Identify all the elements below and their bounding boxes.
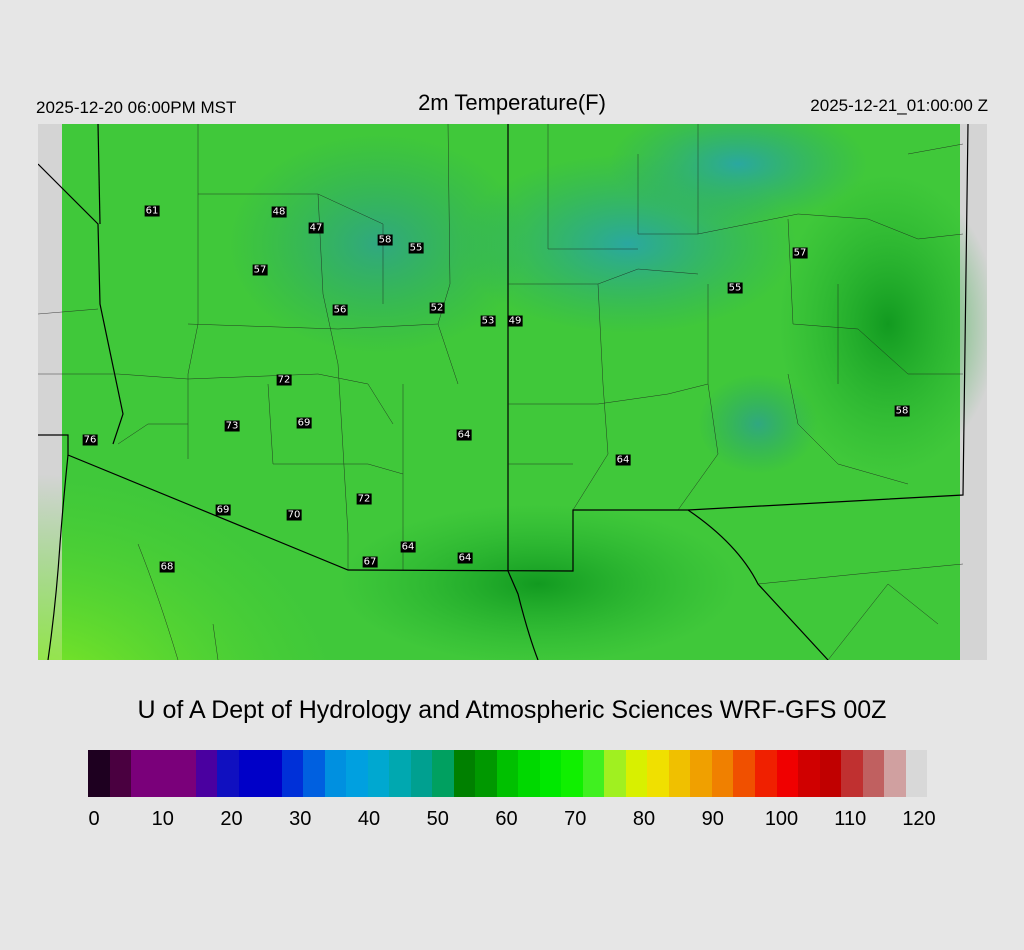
station-temp-label: 64 — [456, 429, 472, 441]
county-borders — [38, 124, 964, 660]
colorbar-swatch — [324, 750, 347, 797]
colorbar-swatch — [152, 750, 175, 797]
dark-green-east — [778, 174, 987, 474]
colorbar-tick-label: 120 — [902, 808, 936, 830]
colorbar-tick-label: 0 — [88, 808, 100, 830]
cool-north-edge — [608, 124, 868, 224]
dark-green-south — [338, 504, 738, 660]
colorbar-swatch — [238, 750, 261, 797]
station-temp-label: 70 — [286, 509, 302, 521]
colorbar-tick-label: 40 — [357, 808, 381, 830]
colorbar-swatch — [539, 750, 562, 797]
colorbar-swatch — [582, 750, 605, 797]
local-time: 2025-12-20 06:00PM MST — [36, 98, 237, 117]
colorbar-ticks: 0 10 20 30 40 50 60 70 80 90 100 110 120 — [88, 808, 935, 838]
station-temp-label: 69 — [215, 504, 231, 516]
colorbar-swatch — [260, 750, 282, 797]
colorbar-swatch — [174, 750, 196, 797]
station-temp-label: 68 — [159, 561, 175, 573]
colorbar — [88, 750, 928, 797]
colorbar-tick-label: 50 — [426, 808, 449, 830]
colorbar-swatch — [109, 750, 132, 797]
colorbar-tick-label: 90 — [701, 808, 724, 830]
station-temp-label: 76 — [82, 434, 98, 446]
colorbar-swatch — [647, 750, 669, 797]
colorbar-swatch — [389, 750, 411, 797]
station-temp-label: 56 — [332, 304, 348, 316]
cool-sangre — [698, 374, 818, 474]
colorbar-swatch — [518, 750, 540, 797]
station-temp-label: 49 — [507, 315, 523, 327]
colorbar-tick-label: 30 — [289, 808, 312, 830]
colorbar-tick-label: 20 — [220, 808, 243, 830]
temperature-map: 61 48 47 58 55 57 56 52 53 49 57 55 72 73 69 64 76 58 64 72… — [38, 124, 987, 660]
colorbar-swatch — [733, 750, 755, 797]
colorbar-swatch — [88, 750, 110, 797]
colorbar-swatch — [668, 750, 691, 797]
colorbar-swatch — [776, 750, 799, 797]
colorbar-tick-label: 80 — [632, 808, 656, 830]
station-temp-label: 67 — [362, 556, 378, 568]
colorbar-swatch — [625, 750, 648, 797]
station-temp-label: 47 — [308, 222, 324, 234]
station-temp-label: 48 — [271, 206, 287, 218]
colorbar-swatch — [841, 750, 863, 797]
colorbar-swatch — [453, 750, 476, 797]
station-temp-label: 55 — [727, 282, 743, 294]
colorbar-swatch — [217, 750, 239, 797]
station-temp-label: 58 — [894, 405, 910, 417]
colorbar-swatch — [346, 750, 368, 797]
station-temp-label: 64 — [457, 552, 473, 564]
colorbar-swatch — [281, 750, 304, 797]
station-temp-label: 57 — [792, 247, 808, 259]
station-temp-label: 55 — [408, 242, 424, 254]
colorbar-swatch — [131, 750, 153, 797]
station-temp-label: 58 — [377, 234, 393, 246]
colorbar-swatch — [432, 750, 454, 797]
colorbar-swatch — [754, 750, 777, 797]
colorbar-swatch — [711, 750, 734, 797]
colorbar-swatch — [884, 750, 906, 797]
colorbar-swatch — [195, 750, 218, 797]
colorbar-tick-label: 70 — [564, 808, 587, 830]
colorbar-swatch — [303, 750, 325, 797]
colorbar-swatch — [475, 750, 497, 797]
colorbar-swatch — [561, 750, 583, 797]
credit-text: U of A Dept of Hydrology and Atmospheric… — [137, 696, 887, 724]
colorbar-swatch — [410, 750, 433, 797]
station-temp-label: 61 — [144, 205, 160, 217]
colorbar-swatch — [819, 750, 842, 797]
station-temp-label: 53 — [480, 315, 496, 327]
colorbar-swatch — [798, 750, 820, 797]
colorbar-swatch — [496, 750, 519, 797]
station-temp-label: 72 — [276, 374, 292, 386]
station-temp-label: 57 — [252, 264, 268, 276]
colorbar-swatch — [367, 750, 390, 797]
station-temp-label: 52 — [429, 302, 445, 314]
colorbar-tick-label: 100 — [764, 808, 799, 830]
colorbar-swatch — [862, 750, 885, 797]
colorbar-swatch — [905, 750, 928, 797]
valid-time: 2025-12-21_01:00:00 Z — [810, 96, 988, 115]
colorbar-swatch — [604, 750, 626, 797]
station-temp-label: 69 — [296, 417, 312, 429]
colorbar-tick-label: 110 — [834, 808, 867, 830]
station-temp-label: 72 — [356, 493, 372, 505]
station-temp-label: 64 — [615, 454, 631, 466]
station-temp-label: 73 — [224, 420, 240, 432]
station-temp-label: 64 — [400, 541, 416, 553]
state-borders — [38, 124, 969, 660]
map-title: 2m Temperature(F) — [418, 90, 606, 115]
colorbar-tick-label: 60 — [495, 808, 518, 830]
map-field — [38, 124, 987, 660]
colorbar-tick-label: 10 — [151, 808, 174, 830]
colorbar-swatch — [690, 750, 712, 797]
